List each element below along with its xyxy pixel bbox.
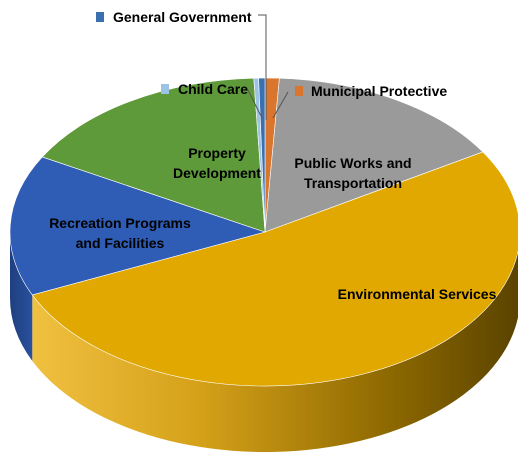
- slice-label-publicworks: Public Works and Transportation: [294, 155, 411, 191]
- slice-label-line: Property: [188, 145, 246, 161]
- label-marker-childcare: [161, 84, 169, 94]
- pie-slice-environmental-services: [31, 151, 518, 387]
- leader-line-childcare: [247, 89, 263, 119]
- slice-label-line: Child Care: [178, 81, 248, 97]
- leader-lines: [247, 14, 289, 120]
- slice-labels: General Government Child Care Municipal Pr…: [49, 9, 496, 302]
- leader-line-general: [258, 14, 267, 120]
- slice-label-recreation: Recreation Programs and Facilities: [49, 215, 191, 251]
- pie-tops: [9, 77, 518, 387]
- label-marker-municipal: [295, 86, 303, 96]
- pie-slice-public-works-and-transportation: [264, 77, 484, 233]
- slice-label-childcare: Child Care: [178, 81, 248, 97]
- slice-label-line: Environmental Services: [338, 286, 497, 302]
- slice-label-municipal: Municipal Protective: [311, 83, 447, 99]
- slice-label-environmental: Environmental Services: [338, 286, 497, 302]
- slice-label-general: General Government: [113, 9, 252, 25]
- slice-label-line: and Facilities: [76, 235, 165, 251]
- slice-label-line: Public Works and: [294, 155, 411, 171]
- label-marker-general: [96, 12, 104, 22]
- pie-slice-general-government: [258, 77, 266, 233]
- pie-slice-recreation-programs-and-facilities: [9, 156, 267, 296]
- slice-label-line: Development: [173, 165, 261, 181]
- slice-label-line: General Government: [113, 9, 252, 25]
- pie-side-environmental-services: [32, 250, 518, 452]
- leader-line-municipal: [272, 91, 289, 119]
- slice-label-line: Recreation Programs: [49, 215, 191, 231]
- slice-label-line: Municipal Protective: [311, 83, 447, 99]
- pie-slice-property-development: [41, 77, 266, 233]
- slice-label-line: Transportation: [304, 175, 402, 191]
- slice-label-property: Property Development: [173, 145, 261, 181]
